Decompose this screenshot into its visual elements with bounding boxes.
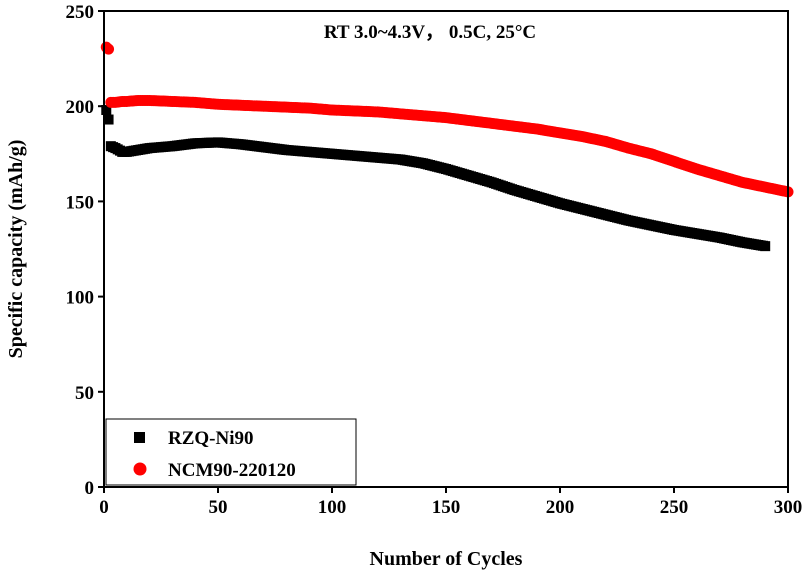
- series-rzq-ni90: [101, 105, 771, 252]
- legend: RZQ-Ni90 NCM90-220120: [105, 418, 357, 486]
- legend-marker-rzq-ni90: [134, 432, 145, 443]
- series-ncm90-220120: [100, 41, 794, 198]
- y-tick-label: 250: [66, 2, 95, 23]
- y-tick-label: 0: [85, 478, 95, 499]
- plot-frame: [103, 10, 789, 488]
- x-tick-label: 50: [209, 497, 228, 518]
- chart-annotation: RT 3.0~4.3V， 0.5C, 25°C: [324, 22, 536, 43]
- x-axis-title: Number of Cycles: [370, 548, 523, 570]
- legend-marker-ncm90: [133, 462, 147, 476]
- x-tick-label: 200: [546, 497, 575, 518]
- data-point: [103, 43, 115, 55]
- data-point: [760, 241, 771, 252]
- x-tick-label: 0: [99, 497, 109, 518]
- x-tick-label: 300: [774, 497, 803, 518]
- y-tick-label: 100: [66, 288, 95, 309]
- data-point: [101, 105, 112, 116]
- data-point: [103, 114, 114, 125]
- legend-label-ncm90: NCM90-220120: [168, 460, 296, 481]
- y-axis-title: Specific capacity (mAh/g): [5, 140, 27, 359]
- y-tick-label: 150: [66, 192, 95, 213]
- x-tick-label: 250: [660, 497, 689, 518]
- x-tick-label: 150: [432, 497, 461, 518]
- legend-box: [105, 418, 357, 486]
- y-tick-label: 50: [75, 383, 94, 404]
- legend-label-rzq-ni90: RZQ-Ni90: [168, 428, 254, 449]
- axis-ticks: 0 50 100 150 200 250 300 0 50 100 150 200 250: [66, 2, 803, 518]
- plot-marks: [100, 41, 794, 252]
- x-tick-label: 100: [318, 497, 347, 518]
- y-tick-label: 200: [66, 97, 95, 118]
